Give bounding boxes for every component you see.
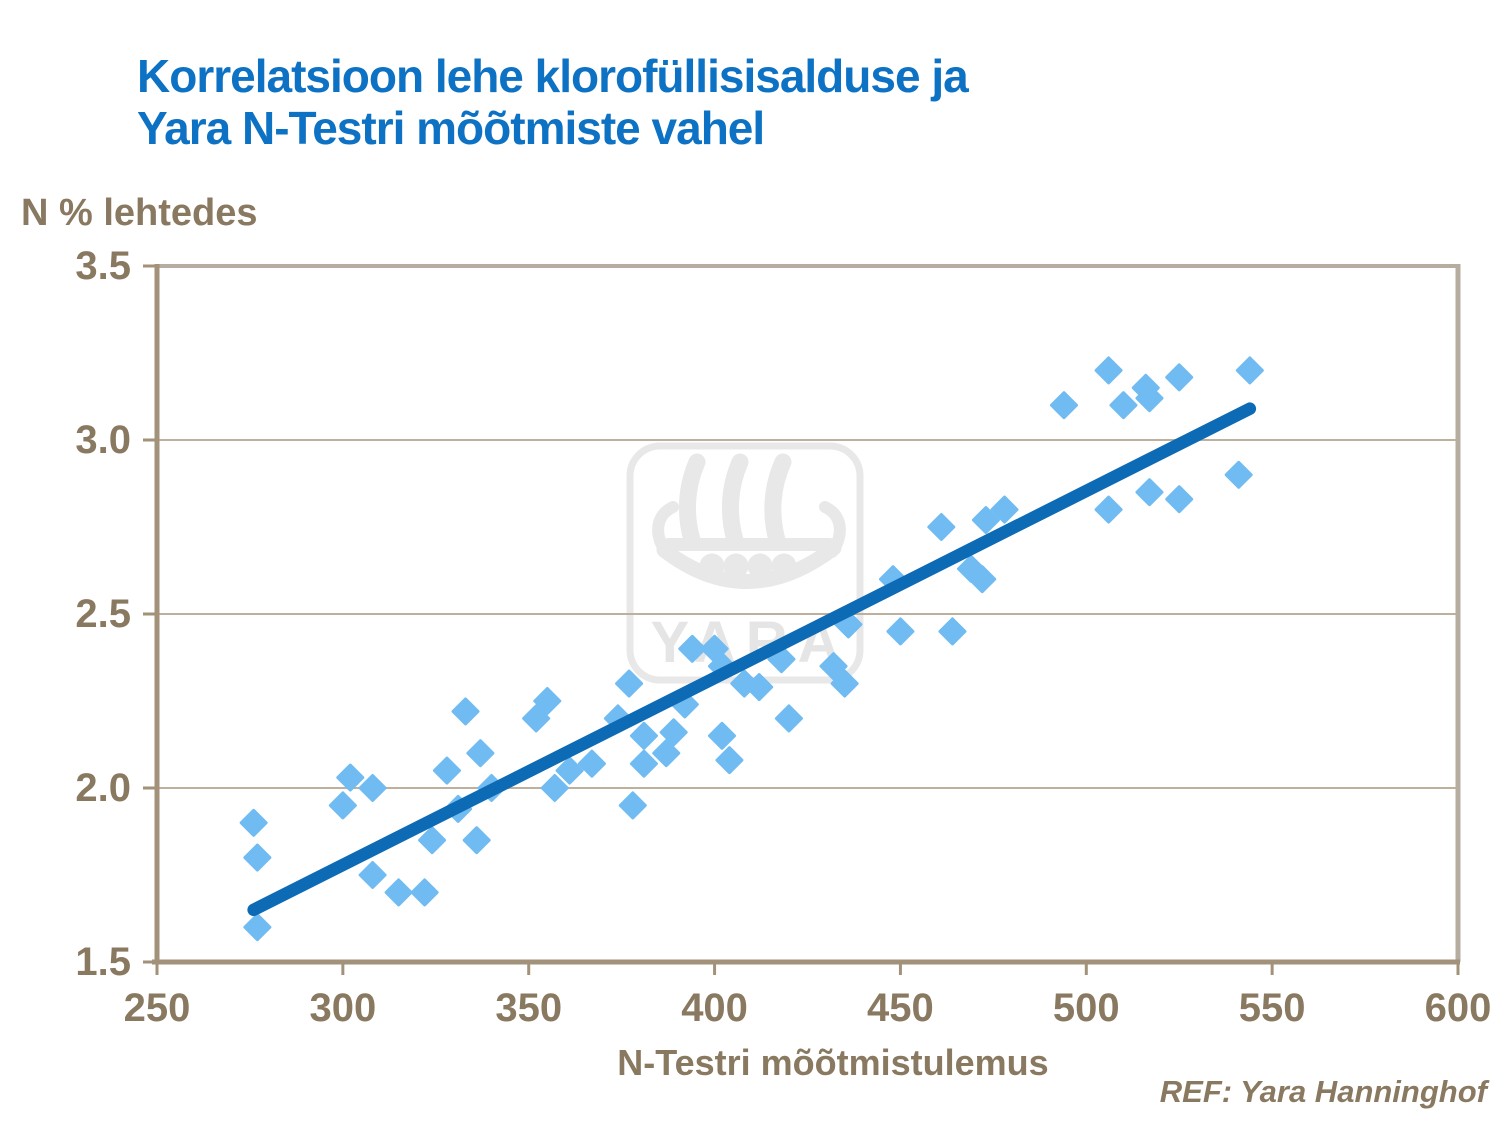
data-point [243, 843, 272, 872]
data-point [418, 826, 447, 855]
watermark-sail [721, 453, 749, 549]
data-point [629, 749, 658, 778]
watermark-sail [764, 453, 792, 549]
data-point [522, 704, 551, 733]
data-point [1094, 495, 1123, 524]
x-tick-label: 250 [123, 986, 191, 1030]
watermark-prow [652, 501, 679, 558]
data-point [615, 669, 644, 698]
data-point [708, 721, 737, 750]
data-point [1135, 384, 1164, 413]
data-point [336, 763, 365, 792]
data-point [410, 878, 439, 907]
chart-title: Korrelatsioon lehe klorofüllisisalduse j… [137, 50, 969, 154]
data-point [533, 687, 562, 715]
data-point [938, 617, 967, 646]
data-point [927, 513, 956, 541]
data-point [466, 739, 495, 768]
x-tick-label: 600 [1424, 986, 1492, 1030]
data-point [577, 749, 606, 778]
data-point [659, 718, 688, 747]
data-point [462, 826, 491, 855]
data-point [971, 506, 1000, 535]
y-axis-title: N % lehtedes [21, 192, 258, 234]
chart-title-line1: Korrelatsioon lehe klorofüllisisalduse j… [137, 50, 969, 102]
data-point [678, 634, 707, 663]
data-point [1165, 485, 1194, 514]
data-point [886, 617, 915, 646]
data-point [715, 746, 744, 775]
data-point [555, 756, 584, 785]
y-tick-label: 3.5 [75, 244, 131, 288]
chart-title-line2: Yara N-Testri mõõtmiste vahel [137, 102, 765, 154]
x-tick-label: 450 [867, 986, 934, 1030]
data-point [540, 774, 569, 802]
data-point [819, 652, 848, 681]
reference-note: REF: Yara Hanninghof [1159, 1074, 1487, 1109]
x-tick-label: 500 [1052, 986, 1120, 1030]
data-point [384, 878, 413, 907]
data-point [990, 495, 1019, 524]
y-tick-label: 2.0 [75, 766, 131, 810]
data-point [451, 697, 480, 726]
data-point [432, 756, 461, 785]
data-point [358, 774, 387, 802]
x-tick-label: 400 [681, 986, 748, 1030]
data-point [1135, 478, 1164, 507]
y-tick-label: 2.5 [75, 592, 131, 636]
trend-line [247, 402, 1257, 917]
data-point [1094, 356, 1123, 385]
data-point [830, 669, 859, 698]
watermark-yara-logo: YARA [626, 442, 864, 684]
watermark-deck [663, 538, 835, 551]
watermark-stern [819, 501, 846, 558]
data-point [652, 739, 681, 768]
data-point [239, 808, 268, 837]
data-point [1165, 363, 1194, 392]
y-tick-label: 3.0 [75, 418, 131, 462]
data-point [243, 913, 272, 942]
data-point [358, 861, 387, 889]
data-point [1109, 391, 1138, 420]
x-axis-title: N-Testri mõõtmistulemus [617, 1042, 1049, 1083]
y-tick-label: 1.5 [75, 940, 131, 984]
watermark-shield [723, 553, 749, 579]
watermark-hull [656, 540, 842, 589]
data-point [629, 721, 658, 750]
data-point [774, 704, 803, 733]
data-point [618, 791, 647, 820]
data-point [328, 791, 357, 820]
watermark-sail [678, 453, 706, 549]
data-point [1235, 356, 1264, 385]
x-tick-label: 550 [1238, 986, 1306, 1030]
x-tick-label: 350 [495, 986, 563, 1030]
data-point [1049, 391, 1078, 420]
data-point [968, 565, 997, 594]
x-tick-label: 300 [309, 986, 377, 1030]
data-point [745, 673, 774, 702]
data-point [1224, 460, 1253, 489]
scatter-points [239, 356, 1264, 942]
